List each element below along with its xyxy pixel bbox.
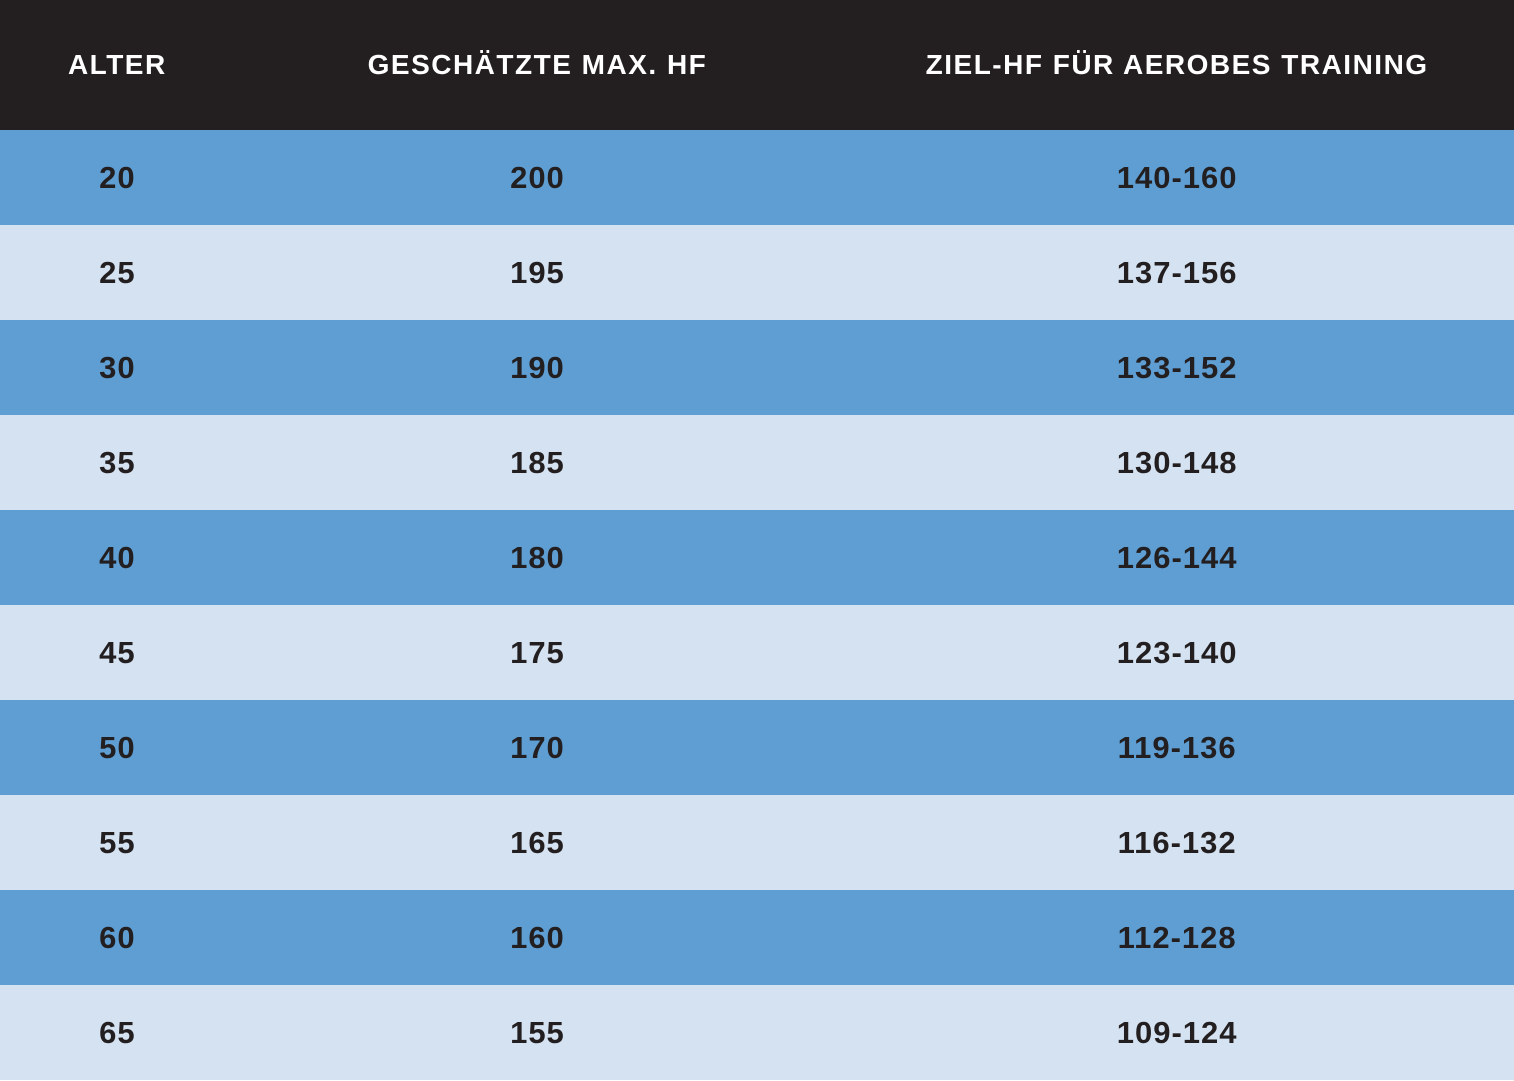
cell-ziel-hf: 126-144: [840, 510, 1514, 605]
cell-ziel-hf: 130-148: [840, 415, 1514, 510]
table-row: 60 160 112-128: [0, 890, 1514, 985]
table-row: 25 195 137-156: [0, 225, 1514, 320]
table-row: 45 175 123-140: [0, 605, 1514, 700]
cell-max-hf: 180: [234, 510, 841, 605]
cell-max-hf: 160: [234, 890, 841, 985]
table-row: 35 185 130-148: [0, 415, 1514, 510]
table-row: 20 200 140-160: [0, 130, 1514, 225]
table-row: 50 170 119-136: [0, 700, 1514, 795]
cell-ziel-hf: 116-132: [840, 795, 1514, 890]
cell-ziel-hf: 137-156: [840, 225, 1514, 320]
cell-alter: 55: [0, 795, 235, 890]
cell-max-hf: 190: [234, 320, 841, 415]
table-row: 65 155 109-124: [0, 985, 1514, 1080]
cell-ziel-hf: 112-128: [840, 890, 1514, 985]
table-body: 20 200 140-160 25 195 137-156 30 190 133-152 35 18…: [0, 130, 1514, 1080]
cell-max-hf: 185: [234, 415, 841, 510]
table-header-row: ALTER GESCHÄTZTE MAX. HF ZIEL-HF FÜR AER…: [0, 0, 1514, 130]
cell-alter: 25: [0, 225, 235, 320]
cell-alter: 60: [0, 890, 235, 985]
header-alter: ALTER: [0, 0, 235, 130]
cell-max-hf: 200: [234, 130, 841, 225]
table-row: 40 180 126-144: [0, 510, 1514, 605]
cell-ziel-hf: 123-140: [840, 605, 1514, 700]
cell-ziel-hf: 133-152: [840, 320, 1514, 415]
cell-alter: 45: [0, 605, 235, 700]
cell-alter: 35: [0, 415, 235, 510]
cell-ziel-hf: 119-136: [840, 700, 1514, 795]
cell-ziel-hf: 140-160: [840, 130, 1514, 225]
cell-alter: 30: [0, 320, 235, 415]
table-row: 30 190 133-152: [0, 320, 1514, 415]
cell-alter: 65: [0, 985, 235, 1080]
cell-max-hf: 170: [234, 700, 841, 795]
cell-max-hf: 155: [234, 985, 841, 1080]
cell-alter: 20: [0, 130, 235, 225]
cell-alter: 50: [0, 700, 235, 795]
cell-ziel-hf: 109-124: [840, 985, 1514, 1080]
header-ziel-hf: ZIEL-HF FÜR AEROBES TRAINING: [840, 0, 1514, 130]
header-max-hf: GESCHÄTZTE MAX. HF: [234, 0, 841, 130]
cell-max-hf: 165: [234, 795, 841, 890]
cell-alter: 40: [0, 510, 235, 605]
cell-max-hf: 195: [234, 225, 841, 320]
cell-max-hf: 175: [234, 605, 841, 700]
table-row: 55 165 116-132: [0, 795, 1514, 890]
